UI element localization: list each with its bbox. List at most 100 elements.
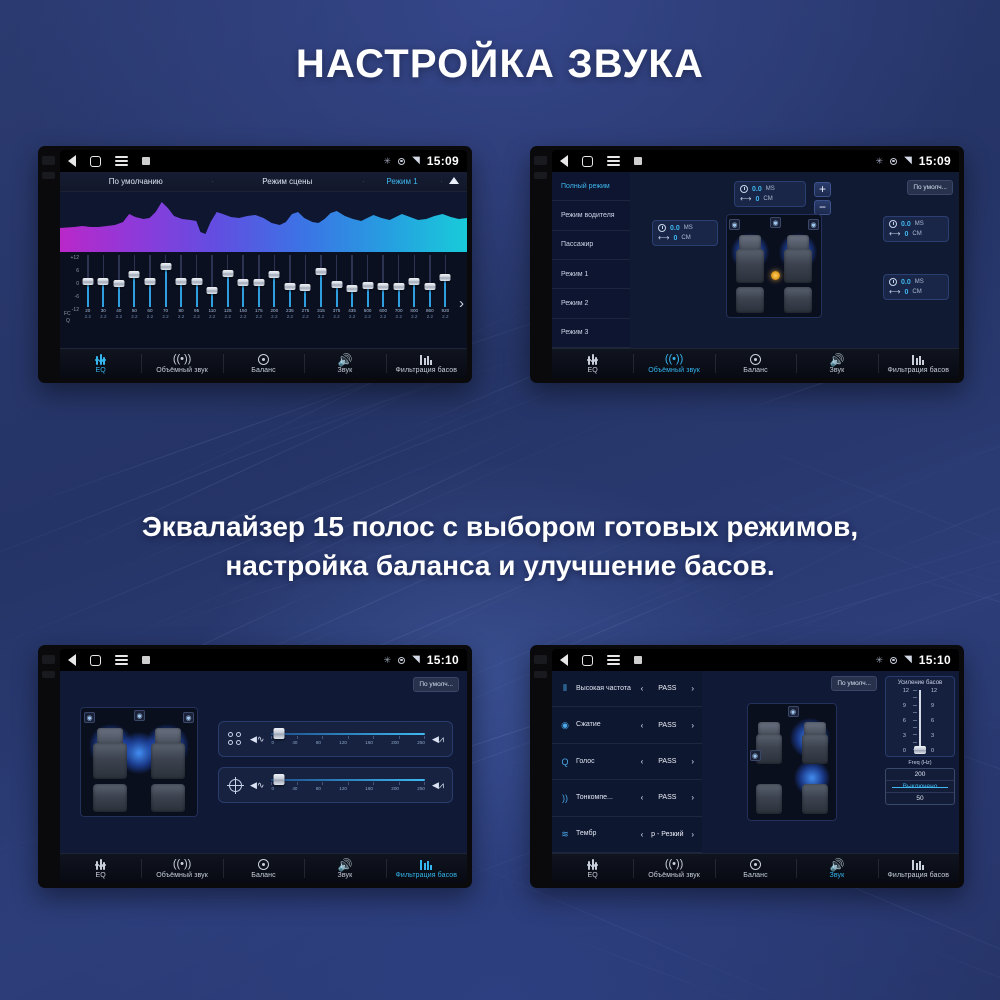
slider-track[interactable]: 0 40 80 120 160 200 250 bbox=[271, 774, 425, 796]
car-seats-diagram[interactable]: ◉ ◉ ◉ bbox=[80, 707, 198, 817]
sound-effect-row-4[interactable]: ≋ Тембр ‹ р - Резкий › bbox=[552, 817, 702, 853]
recent-apps-icon[interactable] bbox=[634, 656, 642, 664]
eq-band-track[interactable] bbox=[313, 255, 329, 307]
sound-effect-row-3[interactable]: )) Тонкомпе... ‹ PASS › bbox=[552, 780, 702, 816]
chevron-left-icon[interactable]: ‹ bbox=[639, 793, 646, 802]
eq-band[interactable]: 275 2.2 bbox=[298, 255, 314, 348]
eq-band-knob[interactable] bbox=[409, 278, 420, 285]
eq-band[interactable]: 600 2.2 bbox=[375, 255, 391, 348]
car-seats-diagram[interactable]: ◉ ◉ ◉ bbox=[726, 214, 822, 318]
nav-tab-eq[interactable]: EQ bbox=[552, 854, 633, 883]
eq-band-knob[interactable] bbox=[129, 271, 140, 278]
nav-tab-фильтрация-басов[interactable]: Фильтрация басов bbox=[386, 854, 467, 883]
eq-band-knob[interactable] bbox=[176, 278, 187, 285]
eq-band-track[interactable] bbox=[111, 255, 127, 307]
eq-band-track[interactable] bbox=[329, 255, 345, 307]
eq-band[interactable]: 50 2.2 bbox=[127, 255, 143, 348]
eq-band-knob[interactable] bbox=[440, 274, 451, 281]
bass-freq-option-1[interactable]: Выключено bbox=[886, 781, 954, 793]
nav-tab-фильтрация-басов[interactable]: Фильтрация басов bbox=[386, 349, 467, 378]
nav-tab-eq[interactable]: EQ bbox=[60, 854, 141, 883]
plus-button[interactable]: + bbox=[814, 182, 831, 197]
mode-default-button[interactable]: По умолчанию bbox=[60, 177, 212, 186]
chevron-right-icon[interactable]: › bbox=[459, 296, 464, 311]
eq-band[interactable]: 700 2.2 bbox=[391, 255, 407, 348]
bass-freq-option-0[interactable]: 200 bbox=[886, 769, 954, 781]
eq-band-knob[interactable] bbox=[222, 270, 233, 277]
chevron-left-icon[interactable]: ‹ bbox=[639, 684, 646, 693]
eq-band-track[interactable] bbox=[267, 255, 283, 307]
eq-band-track[interactable] bbox=[344, 255, 360, 307]
triangle-up-icon[interactable] bbox=[441, 177, 467, 186]
delay-box-top-center[interactable]: 0.0 MS ⟷ 0 CM bbox=[734, 181, 806, 207]
eq-band[interactable]: 110 2.2 bbox=[204, 255, 220, 348]
surround-mode-item-1[interactable]: Режим водителя bbox=[552, 201, 630, 230]
slider-knob[interactable] bbox=[274, 728, 285, 739]
eq-band[interactable]: 40 2.2 bbox=[111, 255, 127, 348]
balance-slider-group[interactable]: ◀∿ 0 40 80 120 160 200 250 ◀⩘ ◀∿ 0 40 80 120 160 20… bbox=[218, 677, 459, 847]
eq-band[interactable]: 20 2.2 bbox=[80, 255, 96, 348]
eq-band-knob[interactable] bbox=[362, 282, 373, 289]
eq-band-knob[interactable] bbox=[300, 284, 311, 291]
eq-band-knob[interactable] bbox=[331, 281, 342, 288]
nav-tab-объёмный-звук[interactable]: ((•)) Объёмный звук bbox=[633, 349, 714, 378]
nav-tab-баланс[interactable]: Баланс bbox=[223, 349, 304, 378]
eq-band-knob[interactable] bbox=[113, 280, 124, 287]
eq-band[interactable]: 500 2.2 bbox=[360, 255, 376, 348]
eq-band[interactable]: 315 2.2 bbox=[313, 255, 329, 348]
nav-tab-звук[interactable]: 🔊 Звук bbox=[796, 854, 877, 883]
surround-mode-item-2[interactable]: Пассажир bbox=[552, 231, 630, 260]
eq-band-knob[interactable] bbox=[191, 278, 202, 285]
eq-band[interactable]: 125 2.2 bbox=[220, 255, 236, 348]
bass-slider-track[interactable] bbox=[913, 688, 927, 754]
bass-freq-options[interactable]: 200 Выключено 50 bbox=[885, 768, 955, 805]
surround-mode-item-4[interactable]: Режим 2 bbox=[552, 289, 630, 318]
nav-tab-баланс[interactable]: Баланс bbox=[715, 854, 796, 883]
eq-band-track[interactable] bbox=[298, 255, 314, 307]
mode-scene-button[interactable]: Режим сцены bbox=[212, 177, 364, 186]
car-seats-diagram[interactable]: ◉ ◉ bbox=[747, 703, 837, 821]
minus-button[interactable]: − bbox=[814, 200, 831, 215]
back-icon[interactable] bbox=[560, 654, 568, 666]
bass-boost-slider[interactable]: 12 9 6 3 0 12 9 6 3 0 bbox=[903, 688, 937, 754]
chevron-right-icon[interactable]: › bbox=[689, 684, 696, 693]
eq-band-knob[interactable] bbox=[424, 283, 435, 290]
delay-box-left[interactable]: 0.0 MS ⟷ 0 CM bbox=[652, 220, 718, 246]
eq-band-track[interactable] bbox=[375, 255, 391, 307]
eq-band-track[interactable] bbox=[360, 255, 376, 307]
eq-band-track[interactable] bbox=[235, 255, 251, 307]
nav-tab-баланс[interactable]: Баланс bbox=[223, 854, 304, 883]
eq-band-knob[interactable] bbox=[284, 283, 295, 290]
back-icon[interactable] bbox=[560, 155, 568, 167]
back-icon[interactable] bbox=[68, 155, 76, 167]
eq-band-knob[interactable] bbox=[269, 271, 280, 278]
back-icon[interactable] bbox=[68, 654, 76, 666]
bass-boost-box[interactable]: Усиление басов 12 9 6 3 0 12 9 6 3 0 bbox=[885, 676, 955, 757]
eq-band-track[interactable] bbox=[406, 255, 422, 307]
sound-effect-list[interactable]: ⦀ Высокая частота ‹ PASS › ◉ Сжатие ‹ PA… bbox=[552, 671, 702, 853]
eq-band-track[interactable] bbox=[438, 255, 454, 307]
eq-band-knob[interactable] bbox=[393, 283, 404, 290]
surround-mode-item-5[interactable]: Режим 3 bbox=[552, 319, 630, 348]
recent-apps-icon[interactable] bbox=[142, 157, 150, 165]
nav-tab-eq[interactable]: EQ bbox=[552, 349, 633, 378]
eq-band[interactable]: 375 2.2 bbox=[329, 255, 345, 348]
nav-tab-баланс[interactable]: Баланс bbox=[715, 349, 796, 378]
menu-icon[interactable] bbox=[607, 156, 620, 166]
nav-tab-звук[interactable]: 🔊 Звук bbox=[304, 854, 385, 883]
chevron-left-icon[interactable]: ‹ bbox=[639, 830, 646, 839]
mode-active-label[interactable]: Режим 1 bbox=[363, 177, 441, 186]
eq-band[interactable]: 200 2.2 bbox=[267, 255, 283, 348]
eq-band[interactable]: 235 2.2 bbox=[282, 255, 298, 348]
home-icon[interactable] bbox=[582, 655, 593, 666]
recent-apps-icon[interactable] bbox=[142, 656, 150, 664]
eq-band-track[interactable] bbox=[96, 255, 112, 307]
eq-band-track[interactable] bbox=[173, 255, 189, 307]
balance-slider-0[interactable]: ◀∿ 0 40 80 120 160 200 250 ◀⩘ bbox=[218, 721, 453, 757]
chevron-right-icon[interactable]: › bbox=[689, 830, 696, 839]
eq-band[interactable]: 920 2.2 bbox=[438, 255, 454, 348]
eq-band[interactable]: 30 2.2 bbox=[96, 255, 112, 348]
bottom-nav-bar[interactable]: EQ ((•)) Объёмный звук Баланс 🔊 Звук Фил… bbox=[60, 348, 467, 378]
sound-effect-row-1[interactable]: ◉ Сжатие ‹ PASS › bbox=[552, 707, 702, 743]
bass-slider-knob[interactable] bbox=[914, 746, 926, 754]
